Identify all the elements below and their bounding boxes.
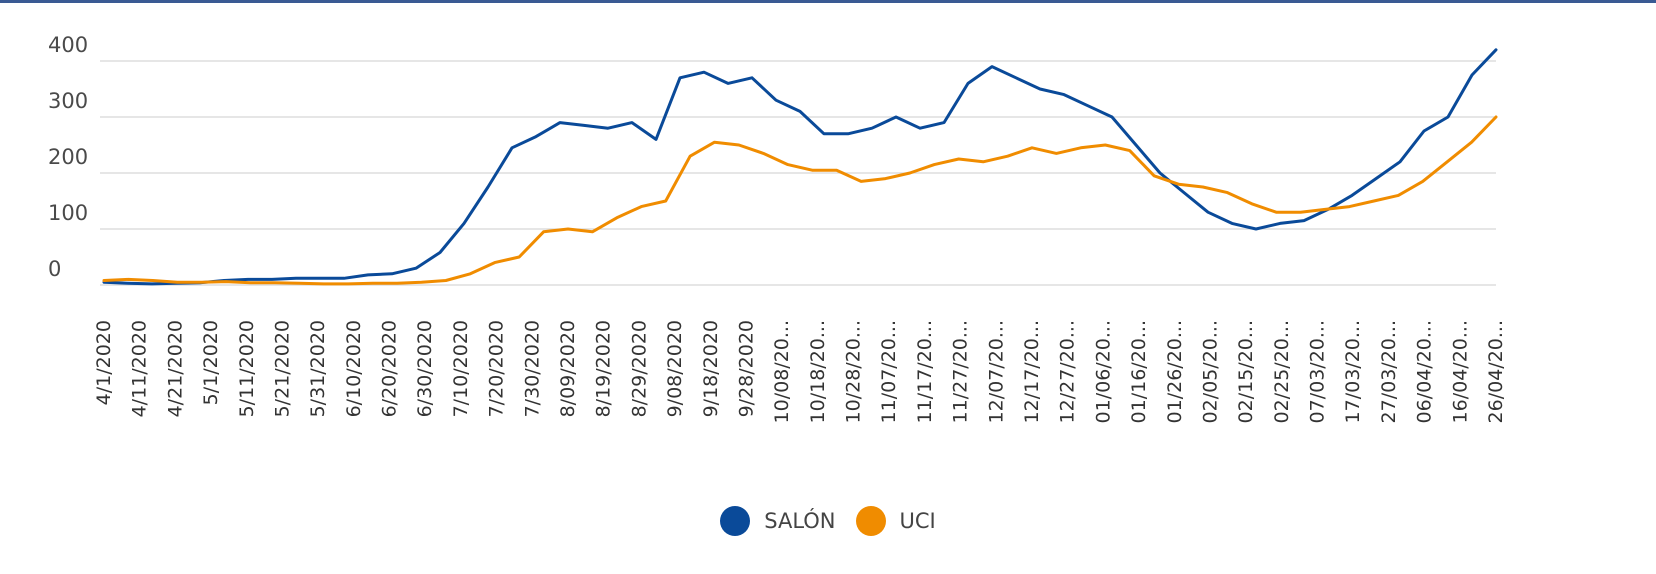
- x-tick-label: 11/27/20...: [950, 320, 972, 423]
- x-tick-label: 9/28/2020: [735, 320, 757, 417]
- legend-marker-salon: [720, 506, 751, 536]
- x-tick-label: 01/16/20...: [1128, 320, 1150, 423]
- y-tick-label: 0: [48, 257, 61, 281]
- x-tick-label: 8/09/2020: [557, 320, 579, 417]
- x-tick-label: 11/17/20...: [914, 320, 936, 423]
- x-tick-label: 5/11/2020: [236, 320, 258, 417]
- x-tick-label: 16/04/20...: [1449, 320, 1471, 423]
- x-tick-label: 6/30/2020: [414, 320, 436, 417]
- x-tick-label: 7/10/2020: [450, 320, 472, 417]
- x-tick-label: 4/1/2020: [93, 320, 115, 405]
- x-tick-label: 7/30/2020: [521, 320, 543, 417]
- x-tick-label: 07/03/20...: [1307, 320, 1329, 423]
- legend-item-salon[interactable]: SALÓN: [720, 506, 836, 536]
- x-tick-label: 02/25/20...: [1271, 320, 1293, 423]
- legend-label-salon: SALÓN: [764, 509, 836, 533]
- y-axis-ticks: 400 300 200 100 0: [48, 33, 88, 281]
- y-tick-label: 200: [48, 145, 88, 169]
- gridlines: [100, 60, 1496, 286]
- x-tick-label: 02/05/20...: [1199, 320, 1221, 423]
- x-tick-label: 5/1/2020: [200, 320, 222, 405]
- series-line-salon: [102, 48, 1498, 286]
- y-tick-label: 400: [48, 33, 88, 57]
- x-tick-label: 8/19/2020: [593, 320, 615, 417]
- x-tick-label: 12/17/20...: [1021, 320, 1043, 423]
- x-tick-label: 01/06/20...: [1092, 320, 1114, 423]
- legend-marker-uci: [855, 506, 886, 536]
- x-tick-label: 7/20/2020: [486, 320, 508, 417]
- x-tick-label: 10/28/20...: [843, 320, 865, 423]
- x-tick-label: 12/27/20...: [1057, 320, 1079, 423]
- x-tick-label: 26/04/20...: [1485, 320, 1507, 423]
- x-tick-label: 01/26/20...: [1164, 320, 1186, 423]
- x-tick-label: 17/03/20...: [1342, 320, 1364, 423]
- x-tick-label: 4/11/2020: [129, 320, 151, 417]
- y-tick-label: 300: [48, 89, 88, 113]
- x-tick-label: 5/21/2020: [271, 320, 293, 417]
- y-tick-label: 100: [48, 201, 88, 225]
- x-tick-label: 27/03/20...: [1378, 320, 1400, 423]
- x-tick-label: 06/04/20...: [1414, 320, 1436, 423]
- x-tick-label: 02/15/20...: [1235, 320, 1257, 423]
- x-tick-label: 11/07/20...: [878, 320, 900, 423]
- legend: SALÓN UCI: [0, 503, 1656, 539]
- top-border-bar: [0, 0, 1656, 3]
- x-tick-label: 6/20/2020: [379, 320, 401, 417]
- series-line-uci: [102, 115, 1498, 286]
- series-lines: [102, 48, 1498, 286]
- x-tick-label: 10/08/20...: [771, 320, 793, 423]
- x-tick-label: 10/18/20...: [807, 320, 829, 423]
- legend-item-uci[interactable]: UCI: [855, 506, 936, 536]
- x-tick-label: 12/07/20...: [985, 320, 1007, 423]
- x-tick-label: 4/21/2020: [164, 320, 186, 417]
- x-tick-label: 6/10/2020: [343, 320, 365, 417]
- line-chart: 400 300 200 100 0 4/1/2020 4/11/2020 4/21/2020…: [48, 33, 1507, 423]
- x-tick-label: 9/08/2020: [664, 320, 686, 417]
- x-tick-label: 5/31/2020: [307, 320, 329, 417]
- x-tick-label: 8/29/2020: [628, 320, 650, 417]
- x-tick-label: 9/18/2020: [700, 320, 722, 417]
- legend-label-uci: UCI: [899, 509, 936, 533]
- x-axis-ticks: 4/1/2020 4/11/2020 4/21/2020 5/1/2020 5/11/2…: [93, 320, 1507, 423]
